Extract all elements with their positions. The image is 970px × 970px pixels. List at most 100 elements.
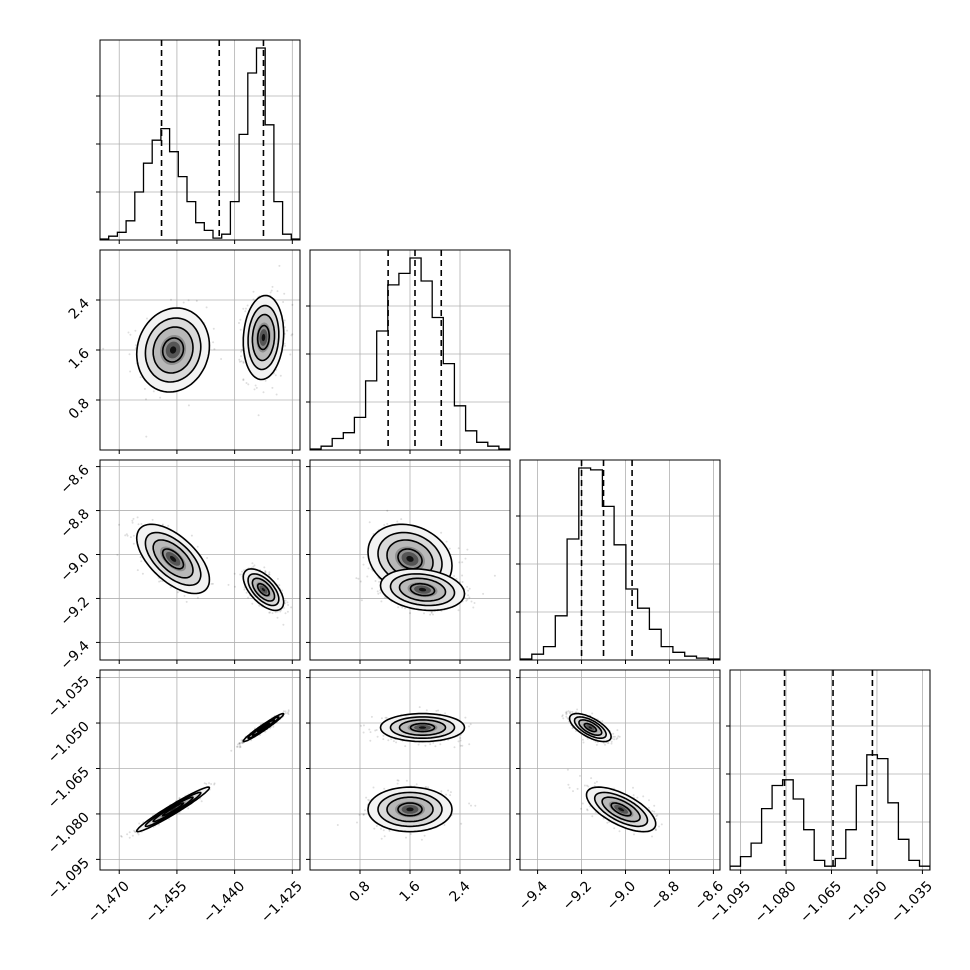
contour-line (135, 307, 211, 393)
density-fill (261, 587, 266, 592)
contour-line (397, 802, 423, 817)
panel-3-3 (726, 669, 931, 874)
density-fill (418, 726, 427, 729)
y-tick-label: −1.035 (45, 673, 93, 721)
histogram-line (100, 47, 300, 240)
contour-line (585, 786, 657, 833)
panel-frame (519, 669, 721, 871)
density-fill (406, 807, 414, 812)
panel-frame (519, 459, 721, 661)
y-tick-label: −1.095 (45, 855, 93, 903)
contour-line (247, 573, 280, 607)
panel-2-2 (516, 459, 721, 664)
x-tick-label: −1.050 (843, 878, 891, 926)
density-fill (618, 807, 625, 812)
x-tick-label: −9.0 (604, 878, 639, 913)
panel-frame (99, 39, 301, 241)
contour-line (251, 313, 276, 362)
y-tick-label: 1.6 (66, 345, 93, 372)
contour-line (568, 712, 612, 743)
x-tick-label: 0.8 (347, 878, 374, 905)
histogram-line (730, 754, 930, 870)
panel-3-1 (306, 669, 511, 874)
y-tick-label: −8.8 (57, 506, 92, 541)
x-tick-label: −1.440 (200, 878, 248, 926)
panel-frame (729, 669, 931, 871)
x-tick-label: −8.8 (648, 878, 683, 913)
contour-line (135, 523, 211, 595)
contour-line (251, 719, 276, 736)
contour-line (256, 722, 270, 733)
panel-1-1 (306, 249, 511, 454)
contour-line (242, 568, 285, 612)
x-tick-label: 2.4 (447, 878, 474, 905)
contour-line (409, 722, 436, 733)
panel-0-0 (96, 39, 301, 244)
contour-line (152, 539, 194, 579)
contour-line (135, 786, 211, 833)
contour-line (601, 796, 641, 823)
histogram-line (520, 467, 720, 660)
contour-line (144, 317, 202, 383)
x-tick-label: −9.4 (516, 878, 551, 913)
y-tick-label: −9.0 (57, 550, 92, 585)
density-fill (261, 333, 266, 342)
x-tick-label: −1.080 (752, 878, 800, 926)
y-tick-label: 0.8 (66, 396, 93, 423)
x-tick-label: −1.470 (85, 878, 133, 926)
density-fill (170, 807, 177, 812)
contour-line (409, 582, 436, 597)
panel-3-0 (96, 669, 301, 874)
contour-line (389, 716, 456, 739)
contour-line (379, 568, 466, 612)
contour-line (578, 719, 603, 736)
panel-3-2 (516, 669, 721, 874)
y-tick-label: 2.4 (66, 295, 93, 322)
contour-line (247, 304, 280, 371)
contour-line (256, 582, 270, 597)
contour-line (144, 531, 202, 587)
contour-line (161, 802, 185, 817)
x-tick-label: −1.455 (143, 878, 191, 926)
y-tick-label: −9.2 (57, 594, 92, 629)
y-tick-label: −9.4 (57, 638, 92, 673)
contour-line (152, 796, 194, 823)
x-tick-label: 1.6 (397, 878, 424, 905)
contour-line (256, 324, 270, 351)
contour-line (389, 573, 456, 607)
density-fill (170, 346, 177, 354)
contour-line (398, 577, 447, 602)
density-fill (588, 726, 593, 729)
contour-line (398, 719, 447, 736)
x-tick-label: −1.065 (797, 878, 845, 926)
x-tick-label: −9.2 (560, 878, 595, 913)
panel-2-0 (96, 459, 301, 664)
corner-panels (96, 39, 931, 874)
contour-line (583, 722, 598, 733)
y-tick-label: −1.080 (45, 809, 93, 857)
contour-line (379, 712, 466, 743)
histogram-line (310, 257, 510, 450)
panel-frame (99, 459, 301, 661)
contour-line (152, 326, 194, 374)
contour-line (610, 802, 632, 817)
y-tick-label: −1.050 (45, 719, 93, 767)
contour-line (573, 716, 608, 739)
panel-1-0 (96, 249, 301, 454)
contour-line (161, 548, 185, 570)
panel-2-1 (306, 459, 511, 664)
contour-line (386, 796, 434, 823)
contour-line (242, 294, 285, 381)
contour-line (251, 577, 276, 602)
contour-line (161, 337, 185, 363)
x-tick-label: −1.425 (258, 878, 306, 926)
density-fill (170, 555, 177, 562)
y-tick-label: −1.065 (45, 764, 93, 812)
contour-line (377, 791, 443, 828)
contour-line (593, 791, 649, 828)
y-tick-label: −8.6 (57, 462, 92, 497)
panel-frame (99, 669, 301, 871)
density-fill (418, 587, 427, 592)
density-fill (406, 555, 414, 562)
